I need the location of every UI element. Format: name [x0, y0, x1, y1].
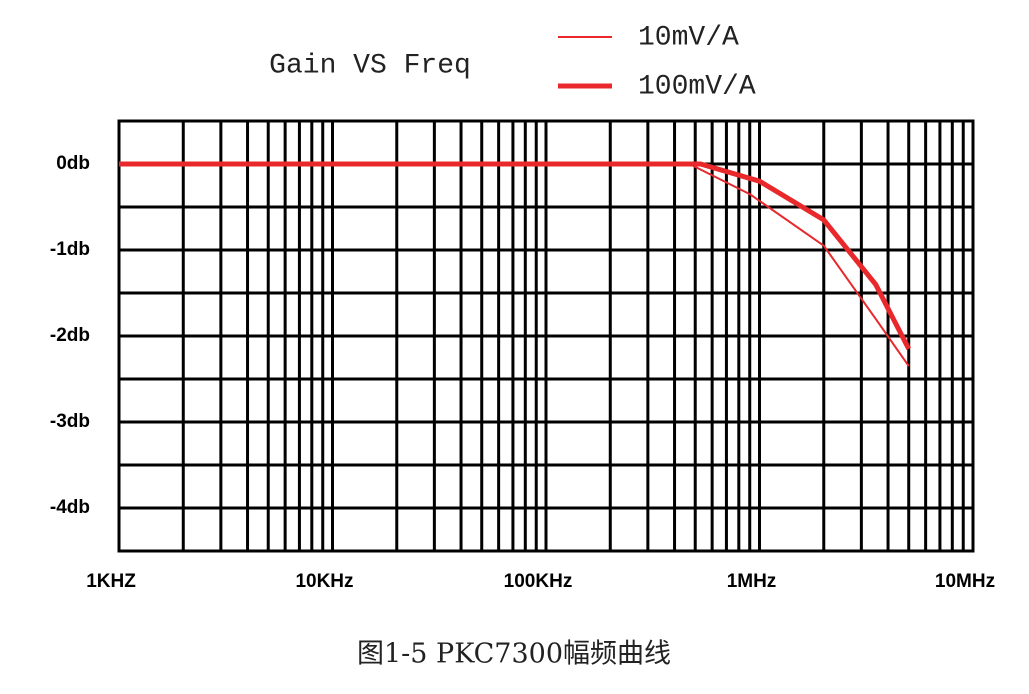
y-tick-label: -3db	[50, 411, 90, 432]
y-tick-label: -2db	[50, 325, 90, 346]
x-tick-label: 10KHz	[295, 571, 353, 592]
legend-label: 10mV/A	[638, 22, 739, 53]
plot-frame	[117, 119, 975, 553]
x-tick-label: 1KHZ	[86, 571, 136, 592]
x-tick-label: 10MHz	[935, 571, 995, 592]
data-line	[119, 161, 911, 351]
x-tick-label: 100KHz	[504, 571, 573, 592]
y-tick-label: -1db	[50, 239, 90, 260]
y-tick-label: -4db	[50, 497, 90, 518]
caption: 图1-5 PKC7300幅频曲线	[357, 639, 671, 670]
legend-label: 100mV/A	[638, 71, 756, 102]
chart-title: Gain VS Freq	[269, 50, 471, 81]
y-tick-label: 0db	[56, 153, 90, 174]
x-tick-label: 1MHz	[727, 571, 777, 592]
